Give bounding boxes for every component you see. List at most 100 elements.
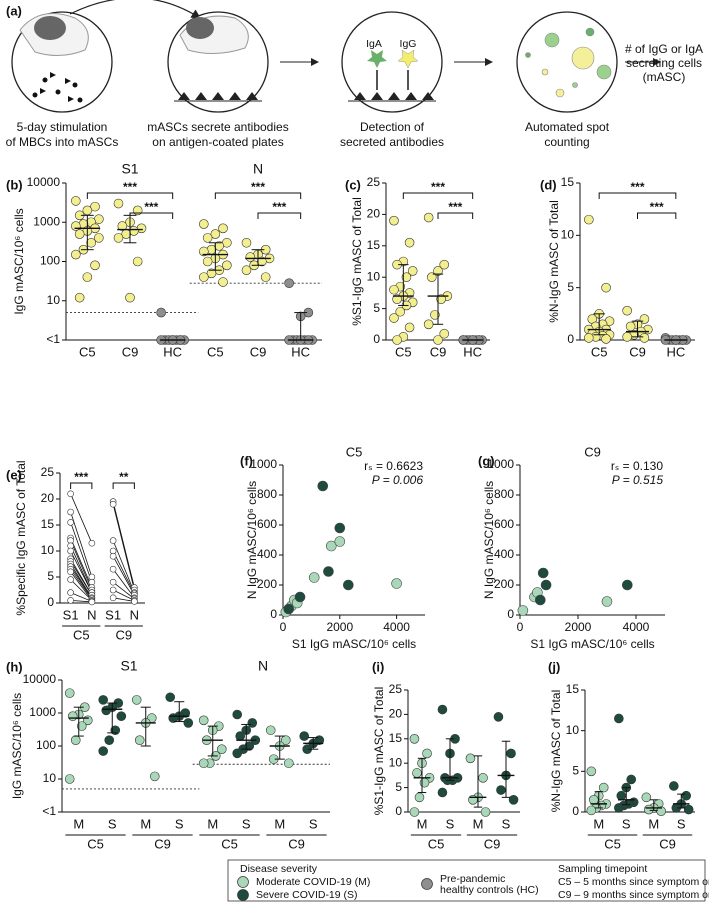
data-point — [67, 547, 74, 555]
data-point — [439, 328, 450, 339]
panel-label: (a) — [6, 3, 22, 18]
significance-label: *** — [144, 200, 158, 214]
panel-label: (j) — [548, 659, 560, 674]
data-point — [433, 335, 443, 345]
data-point — [198, 758, 209, 769]
x-tick-label: N — [130, 607, 139, 622]
y-tick-label: 10000 — [27, 175, 61, 189]
data-point — [86, 237, 96, 248]
x-tick-label: S — [309, 816, 318, 831]
paired-line — [112, 540, 135, 593]
data-point — [74, 229, 85, 239]
data-point — [245, 252, 256, 262]
data-point — [183, 718, 194, 728]
x-tick-label: C5 — [395, 344, 412, 359]
paired-line — [112, 581, 135, 600]
data-point — [125, 292, 135, 303]
data-point — [422, 748, 432, 759]
data-point — [401, 272, 412, 283]
data-point — [681, 790, 692, 801]
y-tick-label: 1000 — [250, 457, 277, 471]
data-point — [280, 735, 291, 745]
data-point — [426, 272, 437, 283]
significance-bracket — [86, 192, 174, 199]
data-point — [437, 704, 448, 715]
legend-item: C9 – 9 months since symptom onset — [558, 889, 709, 901]
x-tick-label: S — [175, 816, 184, 831]
legend-item: Pre-pandemic — [440, 873, 505, 885]
y-tick-label: 600 — [257, 517, 277, 531]
data-point — [614, 803, 624, 813]
y-tick-label: <1 — [46, 332, 60, 346]
y-axis-label: IgG mASC/10⁶ cells — [12, 208, 26, 314]
group-label: S1 — [120, 658, 137, 674]
y-tick-label: 400 — [494, 547, 514, 561]
y-tick-label: 0 — [507, 607, 514, 621]
antibody-label: IgG — [400, 38, 417, 50]
legend-box — [227, 859, 706, 902]
spots — [525, 27, 612, 98]
data-point — [265, 725, 276, 736]
data-point — [641, 792, 652, 803]
data-point — [131, 695, 142, 705]
paired-line — [70, 522, 93, 583]
data-point — [414, 792, 425, 803]
y-axis-label: %S1-IgG mASC of Total — [350, 197, 364, 326]
y-tick-label: 25 — [367, 175, 381, 189]
data-point — [71, 221, 81, 231]
annotation: P = 0.515 — [612, 473, 664, 487]
x-tick-label: S1 — [63, 607, 79, 622]
y-tick-label: 15 — [389, 731, 403, 745]
step-text: Detection of — [360, 120, 425, 134]
y-tick-label: 10 — [41, 543, 55, 557]
significance-bracket — [402, 192, 474, 199]
paired-line — [70, 550, 93, 593]
well-4 — [516, 11, 618, 113]
x-tick-label: S — [502, 816, 511, 831]
group-label: C9 — [115, 627, 132, 642]
significance-label: *** — [650, 200, 664, 214]
chart-title: C9 — [584, 444, 601, 459]
x-tick-label: M — [417, 816, 428, 831]
data-point — [232, 748, 243, 759]
data-point — [588, 794, 599, 805]
y-tick-label: 5 — [47, 569, 54, 583]
data-point — [283, 758, 294, 769]
step-text: on antigen-coated plates — [152, 135, 283, 149]
data-point — [67, 508, 74, 516]
data-point — [222, 260, 232, 271]
annotation: rₛ = 0.6623 — [364, 459, 423, 473]
x-tick-label: C5 — [79, 344, 96, 359]
data-point — [586, 766, 597, 777]
data-point — [392, 294, 402, 304]
result-text: # of IgG or IgA — [625, 42, 703, 56]
group-label: N — [253, 161, 263, 177]
y-axis-label: N IgG mASC/10⁶ cells — [245, 481, 259, 599]
data-point — [614, 713, 624, 724]
data-point — [94, 233, 104, 243]
data-point — [149, 771, 160, 782]
paired-line — [112, 550, 135, 594]
antigens — [354, 92, 434, 100]
y-axis-label: %S1-IgG mASC of Total — [372, 687, 386, 816]
paired-line — [112, 504, 135, 591]
x-tick-label: S — [108, 816, 117, 831]
data-point — [109, 586, 117, 594]
data-point — [643, 804, 654, 815]
y-axis-label: N IgG mASC/10⁶ cells — [482, 481, 496, 599]
x-tick-label: C9 — [122, 344, 139, 359]
y-tick-label: 0 — [270, 607, 277, 621]
x-tick-label: 2000 — [565, 620, 592, 634]
data-point — [214, 241, 224, 251]
data-point — [71, 249, 81, 260]
significance-label: *** — [630, 180, 644, 194]
data-point — [67, 568, 74, 576]
y-tick-label: 800 — [494, 487, 514, 501]
panel-label: (f) — [240, 453, 253, 468]
y-tick-label: 100 — [40, 254, 60, 268]
data-point — [616, 790, 627, 801]
data-point — [232, 709, 243, 720]
legend-title: Disease severity — [240, 863, 318, 875]
paired-line — [70, 537, 93, 588]
data-point — [506, 748, 516, 759]
